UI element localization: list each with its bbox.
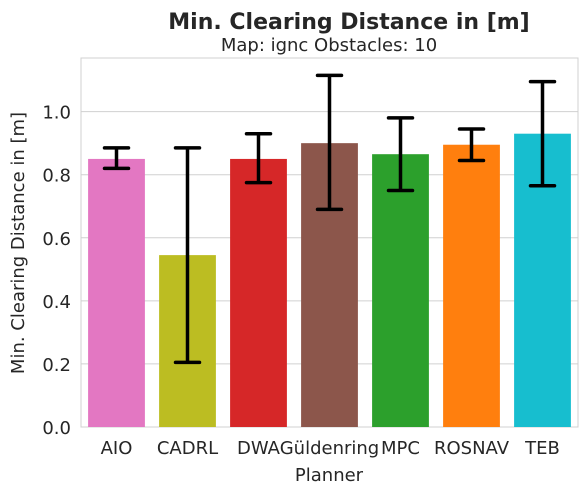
y-tick-label: 0.6 [42, 229, 71, 250]
bar [88, 158, 145, 427]
y-tick-label: 0.0 [42, 418, 71, 439]
x-tick-label: TEB [524, 438, 560, 459]
y-tick-label: 0.2 [42, 355, 71, 376]
chart-subtitle: Map: ignc Obstacles: 10 [221, 35, 437, 56]
x-tick-label: MPC [381, 438, 420, 459]
y-tick-label: 0.8 [42, 166, 71, 187]
y-axis-label: Min. Clearing Distance in [m] [8, 112, 29, 374]
x-tick-label: AIO [101, 438, 133, 459]
y-tick-label: 0.4 [42, 292, 71, 313]
x-tick-label: DWA [237, 438, 281, 459]
x-tick-label: CADRL [157, 438, 218, 459]
error-bars [102, 73, 557, 365]
bar [230, 158, 287, 427]
bar [372, 154, 429, 427]
bar [443, 144, 500, 427]
x-axis-label: Planner [295, 465, 364, 486]
x-tick-label: Güldenring [280, 438, 380, 459]
y-tick-label: 1.0 [42, 103, 71, 124]
x-tick-labels: AIO CADRL DWA Güldenring MPC ROSNAV TEB [101, 438, 560, 459]
chart-title: Min. Clearing Distance in [m] [168, 10, 529, 35]
x-tick-label: ROSNAV [434, 438, 510, 459]
y-tick-labels: 0.0 0.2 0.4 0.6 0.8 1.0 [42, 103, 71, 439]
